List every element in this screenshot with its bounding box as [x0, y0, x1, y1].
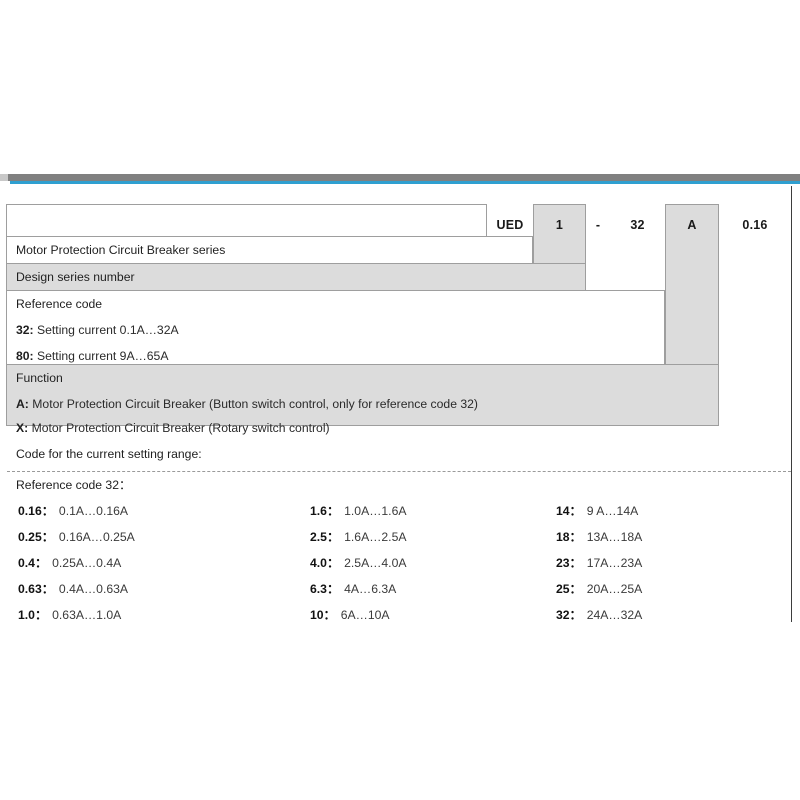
range-value: 1.6A…2.5A [344, 530, 407, 544]
range-item: 1.0： 0.63A…1.0A [18, 605, 121, 623]
range-item: 14： 9 A…14A [556, 501, 638, 519]
type-code-segment-function[interactable]: A [687, 218, 697, 232]
range-item: 0.4： 0.25A…0.4A [18, 553, 121, 571]
reference-code-block [6, 290, 665, 365]
range-item: 0.25： 0.16A…0.25A [18, 527, 135, 545]
range-item: 32： 24A…32A [556, 605, 642, 623]
type-code-segment-brand[interactable]: UED [496, 218, 524, 232]
reference-code-item-80: 80: Setting current 9A…65A [16, 349, 168, 363]
range-value: 0.16A…0.25A [58, 530, 135, 544]
range-item: 2.5： 1.6A…2.5A [310, 527, 406, 545]
range-code: 0.16： [18, 504, 54, 518]
type-designation-diagram: UED 1 - 32 A 0.16 Motor Protection Circu… [0, 186, 800, 636]
top-bar-left-nub [0, 174, 9, 181]
legend-row-design-series: Design series number [16, 270, 135, 284]
range-value: 9 A…14A [586, 504, 639, 518]
range-value: 4A…6.3A [344, 582, 397, 596]
range-value: 13A…18A [586, 530, 643, 544]
range-value: 17A…23A [586, 556, 643, 570]
range-item: 1.6： 1.0A…1.6A [310, 501, 406, 519]
range-code: 6.3： [310, 582, 340, 596]
range-code: 32： [556, 608, 582, 622]
function-heading: Function [16, 371, 63, 385]
series-name-block [6, 236, 533, 264]
current-range-subheading: Reference code 32： [16, 478, 132, 492]
design-series-column-band [533, 204, 586, 264]
range-code: 2.5： [310, 530, 340, 544]
range-value: 0.1A…0.16A [58, 504, 129, 518]
range-item: 4.0： 2.5A…4.0A [310, 553, 406, 571]
range-item: 0.63： 0.4A…0.63A [18, 579, 128, 597]
legend-row-series-name: Motor Protection Circuit Breaker series [16, 243, 226, 257]
top-bar-blue-accent [10, 181, 800, 184]
reference-code-item-32-desc: Setting current 0.1A…32A [37, 323, 179, 337]
type-code-segment-design-series[interactable]: 1 [555, 218, 564, 232]
function-item-x: X: Motor Protection Circuit Breaker (Rot… [16, 421, 330, 435]
range-item: 25： 20A…25A [556, 579, 642, 597]
range-item: 0.16： 0.1A…0.16A [18, 501, 128, 519]
top-bar-gray [8, 174, 800, 181]
range-code: 18： [556, 530, 582, 544]
reference-code-item-80-desc: Setting current 9A…65A [37, 349, 169, 363]
range-code: 14： [556, 504, 582, 518]
type-code-segment-current-range[interactable]: 0.16 [742, 218, 768, 232]
function-item-a: A: Motor Protection Circuit Breaker (But… [16, 397, 478, 411]
function-item-x-code: X: [16, 421, 29, 435]
range-code: 23： [556, 556, 582, 570]
range-value: 24A…32A [586, 608, 643, 622]
type-code-segment-reference-code[interactable]: 32 [630, 218, 645, 232]
range-value: 20A…25A [586, 582, 643, 596]
range-code: 25： [556, 582, 582, 596]
range-code: 1.6： [310, 504, 340, 518]
reference-code-heading: Reference code [16, 297, 103, 311]
range-code: 1.0： [18, 608, 48, 622]
function-item-a-code: A: [16, 397, 29, 411]
function-item-a-desc: Motor Protection Circuit Breaker (Button… [32, 397, 478, 411]
range-value: 1.0A…1.6A [344, 504, 407, 518]
current-range-heading: Code for the current setting range: [16, 447, 202, 461]
range-item: 10： 6A…10A [310, 605, 390, 623]
function-column-band [665, 204, 719, 365]
range-value: 0.4A…0.63A [58, 582, 129, 596]
range-code: 0.25： [18, 530, 54, 544]
reference-code-item-32: 32: Setting current 0.1A…32A [16, 323, 179, 337]
function-item-x-desc: Motor Protection Circuit Breaker (Rotary… [31, 421, 330, 435]
range-value: 0.63A…1.0A [52, 608, 122, 622]
leader-box [6, 204, 487, 237]
range-item: 6.3： 4A…6.3A [310, 579, 396, 597]
range-item: 23： 17A…23A [556, 553, 642, 571]
range-value: 6A…10A [340, 608, 390, 622]
range-code: 10： [310, 608, 336, 622]
range-value: 0.25A…0.4A [52, 556, 122, 570]
design-series-block [6, 263, 586, 291]
range-code: 0.63： [18, 582, 54, 596]
range-code: 0.4： [18, 556, 48, 570]
reference-code-item-80-code: 80: [16, 349, 34, 363]
reference-code-item-32-code: 32: [16, 323, 34, 337]
range-item: 18： 13A…18A [556, 527, 642, 545]
diagram-right-rule [791, 186, 792, 622]
function-block [6, 364, 719, 426]
page-top-accent-bars [0, 174, 800, 186]
range-code: 4.0： [310, 556, 340, 570]
current-range-divider [7, 471, 791, 472]
type-code-segment-separator-dash: - [595, 218, 601, 232]
range-value: 2.5A…4.0A [344, 556, 407, 570]
